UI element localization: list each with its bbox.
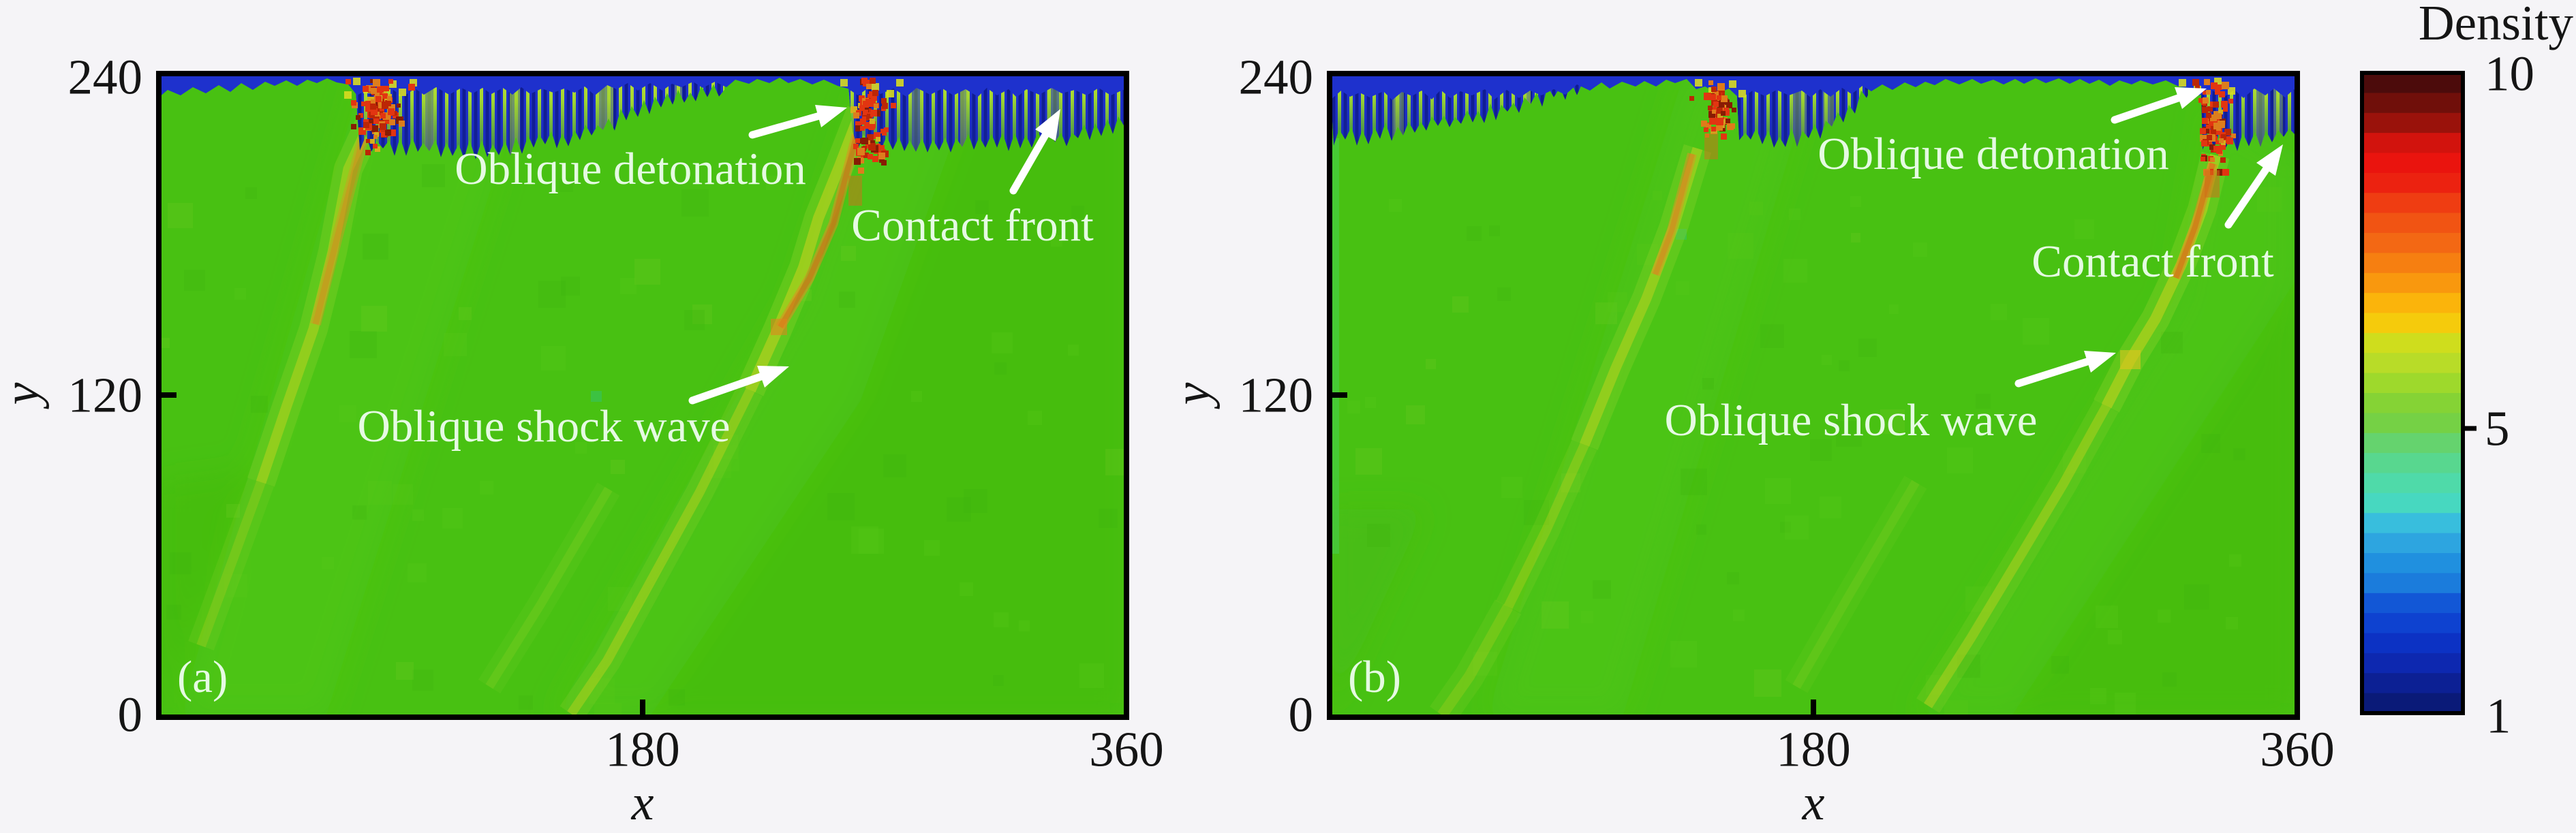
svg-text:1: 1 <box>2486 689 2511 744</box>
svg-text:Oblique shock wave: Oblique shock wave <box>1664 395 2037 445</box>
svg-text:x: x <box>1802 775 1825 831</box>
svg-text:Oblique shock wave: Oblique shock wave <box>357 401 730 452</box>
svg-text:Oblique detonation: Oblique detonation <box>455 144 806 194</box>
svg-text:240: 240 <box>1239 50 1314 105</box>
svg-text:y: y <box>0 382 50 409</box>
svg-text:240: 240 <box>68 50 143 105</box>
svg-text:y: y <box>1165 382 1221 409</box>
svg-text:180: 180 <box>605 722 680 777</box>
svg-text:Oblique detonation: Oblique detonation <box>1818 129 2168 179</box>
svg-text:360: 360 <box>1089 722 1164 777</box>
svg-text:0: 0 <box>1289 687 1314 742</box>
svg-text:(b): (b) <box>1348 652 1401 702</box>
svg-text:x: x <box>631 775 654 831</box>
svg-text:Density: Density <box>2419 0 2574 50</box>
svg-text:360: 360 <box>2260 722 2335 777</box>
svg-text:Contact front: Contact front <box>2031 236 2274 287</box>
svg-text:Contact front: Contact front <box>851 200 1094 251</box>
svg-text:10: 10 <box>2485 46 2534 101</box>
svg-text:120: 120 <box>1239 368 1314 423</box>
svg-text:0: 0 <box>118 687 143 742</box>
svg-text:5: 5 <box>2485 401 2510 456</box>
svg-text:(a): (a) <box>177 652 228 702</box>
svg-text:120: 120 <box>68 368 143 423</box>
svg-text:180: 180 <box>1776 722 1851 777</box>
